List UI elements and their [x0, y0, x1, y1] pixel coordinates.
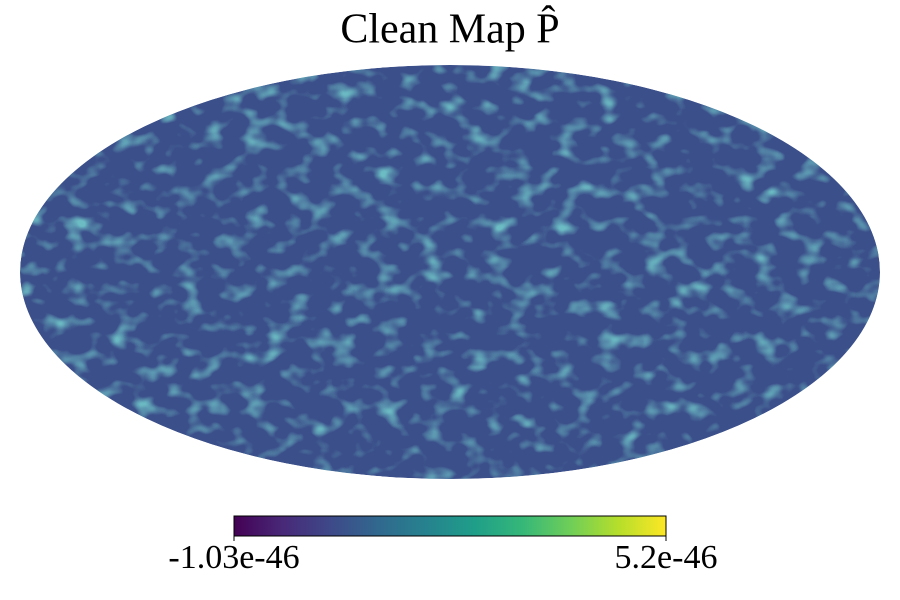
colorbar — [233, 515, 667, 537]
chart-title: Clean Map P̂ — [340, 4, 559, 52]
map — [20, 65, 880, 479]
map-texture — [20, 65, 880, 479]
colorbar-tick-label: -1.03e-46 — [168, 539, 299, 576]
colorbar-tick-label: 5.2e-46 — [615, 539, 718, 576]
